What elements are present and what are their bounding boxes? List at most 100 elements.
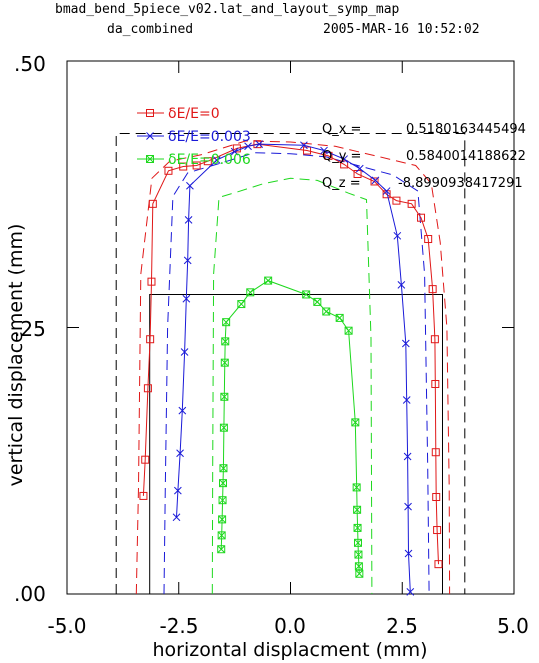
aperture-outline-0 [115,133,466,594]
series-1-point [172,513,181,522]
legend: δE/E=0 δE/E=0.003 δE/E=0.006 [137,106,251,168]
xtick-label-0: 0.0 [274,614,306,638]
series-1-point [182,294,191,303]
aperture-outlines [115,133,466,595]
series-layer [139,140,443,596]
series-0-point [431,448,440,457]
series-0-point [147,277,156,286]
series-0-point [432,492,441,501]
series-2-point [351,418,360,427]
ytick-label-00: .00 [14,582,46,606]
series-1-point [355,164,364,173]
series-0-point [203,157,212,166]
series-2-point [222,318,231,327]
ytick-label-25: .25 [14,317,46,341]
legend-marker-2 [146,155,154,163]
series-1-point [397,281,406,289]
series-1-point [403,452,412,461]
series-2-point [353,523,362,532]
series-1-point [178,406,187,415]
series-2-point [220,392,229,401]
series-0-point [141,455,150,464]
series-2-point [353,538,362,547]
tune-annotations: Q_x = 0.5180163445494 Q_y = 0.5840014188… [322,122,526,191]
series-0-point [392,196,401,205]
series-line-1 [176,143,411,592]
series-1-point [371,176,380,185]
series-1-point [393,231,402,240]
series-2-point [217,531,226,540]
series-1-point [184,215,193,224]
annotation-qz-value: -8.8990938417291 [398,176,523,191]
series-0-point [340,160,349,169]
series-1-point [230,147,239,156]
series-0-point [139,491,148,500]
series-0-point [434,560,443,569]
series-0-point [232,144,241,153]
series-2-point [219,423,228,432]
series-2-point [220,358,229,367]
series-2-point [335,313,344,322]
series-2-point [218,496,227,505]
legend-marker-0 [146,109,154,117]
annotation-qy-value: 0.5840014188622 [406,149,526,164]
x-axis-label: horizontal displacment (mm) [152,639,427,661]
legend-label-0: δE/E=0 [168,106,220,122]
xtick-label-m5: -5.0 [47,614,86,638]
header-line1: bmad_bend_5piece_v02.lat_and_layout_symp… [55,2,400,17]
series-2-point [219,464,228,473]
series-1-point [382,187,391,195]
series-0-point [179,162,188,171]
series-1-point [174,486,182,495]
series-1-point [176,449,184,458]
annotation-qx-label: Q_x = [322,122,361,137]
series-2-point [237,300,246,309]
legend-marker-1 [146,132,154,140]
series-2-point [221,337,230,346]
series-0-point [430,335,439,344]
series-line-0 [142,143,439,565]
series-0-point [431,379,440,388]
ytick-label-50: .50 [14,52,46,76]
series-1-point [180,348,189,356]
legend-label-1: δE/E=0.003 [168,129,251,145]
series-2-point [313,297,322,306]
series-1-point [300,141,308,150]
series-0-point [433,526,442,535]
series-2-point [352,483,361,492]
aperture-outline-2 [135,140,451,595]
xtick-label-2-5: 2.5 [386,614,418,638]
series-1-point [320,146,328,155]
series-1-point [406,588,415,596]
series-1-point [212,156,221,164]
series-0-point [192,161,201,170]
series-2-point [218,515,227,524]
series-1-point [255,140,264,149]
series-1-point [401,339,410,348]
series-2-point [353,505,362,514]
aperture-outline-1 [149,294,443,594]
series-2-point [246,288,255,297]
series-0-point [143,384,152,393]
series-2-point [344,326,353,335]
series-0-point [428,285,437,294]
series-2-point [217,545,226,554]
header-line2-right: 2005-MAR-16 10:52:02 [323,22,480,37]
series-1-point [183,256,192,265]
series-2-point [264,276,273,285]
series-2-point [302,290,311,299]
series-1-point [186,181,194,190]
series-2-point [355,569,364,578]
series-1-point [340,155,348,163]
series-0-point [370,177,379,186]
xtick-label-m2-5: -2.5 [159,614,198,638]
series-0-point [164,166,173,175]
series-0-point [407,199,416,208]
series-1-point [402,396,411,404]
legend-label-2: δE/E=0.006 [168,152,251,168]
axis-ticks [66,60,515,595]
aperture-outline-4 [211,177,373,595]
series-0-point [417,213,426,222]
series-1-point [404,502,412,511]
